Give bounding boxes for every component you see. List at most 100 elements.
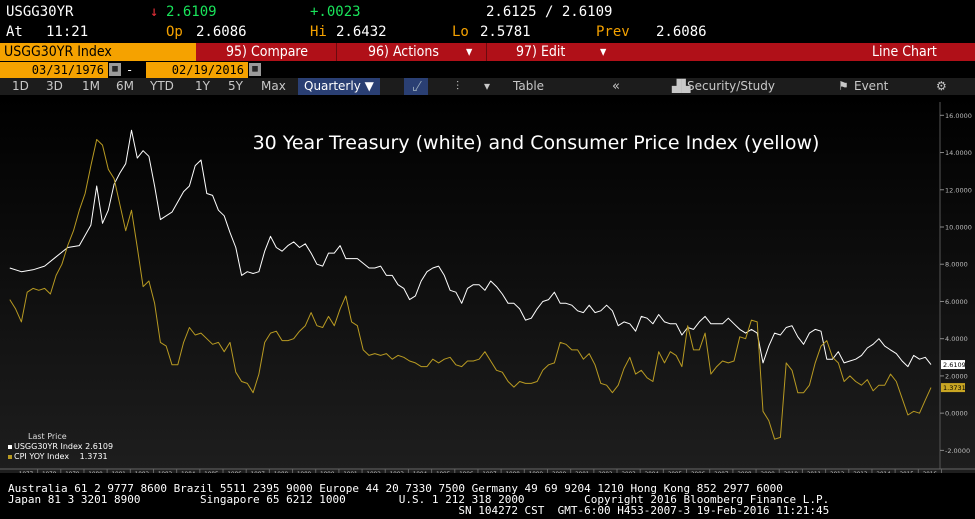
x-tick-label: 1988 [274,472,289,474]
x-tick-label: 1982 [135,472,149,474]
x-tick-label: 1996 [459,472,474,474]
x-tick-label: 1995 [436,472,451,474]
ticker-input[interactable]: USGG30YR Index [0,43,196,61]
footer-line-3: SN 104272 CST GMT-6:00 H453-2007-3 19-Fe… [8,504,830,517]
y-tick-label: 0.0000 [945,410,968,418]
flag-icon[interactable]: ⚑ [838,79,849,93]
x-tick-label: 1987 [251,472,266,474]
y-tick-label: 8.0000 [945,261,968,269]
open-label: Op [166,24,183,40]
actions-dropdown-icon[interactable]: ▾ [466,44,473,60]
x-tick-label: 1993 [390,472,405,474]
x-tick-label: 2007 [714,472,729,474]
edit-button[interactable]: 97) Edit [516,44,566,60]
prev-label: Prev [596,24,630,40]
open-value: 2.6086 [196,24,247,40]
legend-value: 2.6109 [85,442,114,451]
x-tick-label: 1981 [112,472,127,474]
range-1y[interactable]: 1Y [195,79,210,93]
start-date-field[interactable]: 03/31/1976 [0,62,108,78]
x-tick-label: 2000 [552,472,567,474]
x-tick-label: 1997 [482,472,497,474]
date-range-bar: 03/31/1976 ▦ - 02/19/2016 ▦ [0,62,975,78]
range-3d[interactable]: 3D [46,79,63,93]
chart-svg: -2.0000 0.0000 2.0000 4.0000 6.0000 8.0000 10.… [0,96,975,473]
period-dropdown[interactable]: Quarterly ▼ [298,78,380,95]
line-chart-icon[interactable]: ⌞⁄ [404,78,428,95]
down-arrow-icon: ↓ [150,4,159,20]
range-1d[interactable]: 1D [12,79,29,93]
x-tick-label: 1990 [320,472,335,474]
x-tick-label: 2006 [691,472,706,474]
x-tick-label: 2008 [737,472,752,474]
x-tick-label: 1984 [181,472,196,474]
legend-name: USGG30YR Index [14,442,83,451]
bar-style-icon[interactable]: ⫶ [456,79,460,93]
bid-ask: 2.6125 / 2.6109 [486,4,613,20]
last-value-tag [941,383,965,393]
x-tick-label: 2004 [645,472,660,474]
x-tick-label: 1977 [19,472,34,474]
legend-swatch [8,445,12,449]
x-tick-label: 2014 [876,472,891,474]
range-6m[interactable]: 6M [116,79,134,93]
x-tick-label: 2005 [668,472,683,474]
y-tick-label: 12.0000 [945,186,972,194]
compare-button[interactable]: 95) Compare [226,44,309,60]
x-tick-label: 2009 [761,472,776,474]
treasury-series-line [9,129,932,368]
last-value-labels: 2.6109 1.3731 [941,360,966,393]
actions-button[interactable]: 96) Actions [368,44,439,60]
chart-area: -2.0000 0.0000 2.0000 4.0000 6.0000 8.0000 10.… [0,96,975,473]
quote-row-2: At 11:21 Op 2.6086 Hi 2.6432 Lo 2.5781 P… [0,24,975,42]
chart-title: 30 Year Treasury (white) and Consumer Pr… [253,132,820,154]
range-1m[interactable]: 1M [82,79,100,93]
footer: Australia 61 2 9777 8600 Brazil 5511 239… [0,474,975,519]
x-tick-label: 2012 [830,472,844,474]
legend-entry-treasury: USGG30YR Index 2.6109 [8,442,113,452]
x-tick-label: 2011 [807,472,822,474]
last-value-text: 2.6109 [943,361,966,369]
series-group [9,129,932,440]
quote-row-1: USGG30YR ↓ 2.6109 +.0023 2.6125 / 2.6109 [0,4,975,22]
event-button[interactable]: Event [854,79,889,93]
calendar-icon[interactable]: ▦ [249,63,261,76]
range-5y[interactable]: 5Y [228,79,243,93]
range-max[interactable]: Max [261,79,286,93]
range-ytd[interactable]: YTD [150,79,174,93]
x-tick-label: 1983 [158,472,173,474]
end-date-field[interactable]: 02/19/2016 [146,62,248,78]
security-study-icon[interactable]: ▟▙ [672,79,691,93]
x-tick-label: 1992 [367,472,381,474]
high-label: Hi [310,24,327,40]
low-label: Lo [452,24,469,40]
high-value: 2.6432 [336,24,387,40]
separator [336,43,337,61]
footer-line-1: Australia 61 2 9777 8600 Brazil 5511 239… [8,482,783,495]
x-tick-label: 2001 [575,472,590,474]
time-value: 11:21 [46,24,89,40]
x-tick-label: 2015 [900,472,915,474]
x-tick-label: 1978 [42,472,57,474]
symbol-label: USGG30YR [6,4,74,20]
x-axis: 1977 1978 1979 1980 1981 1982 1983 1984 1985 1986… [0,468,975,474]
footer-line-2: Japan 81 3 3201 8900 Singapore 65 6212 1… [8,493,830,506]
chart-toolbar: 1D 3D 1M 6M YTD 1Y 5Y Max Quarterly ▼ ⌞⁄… [0,78,975,95]
table-button[interactable]: Table [513,79,545,93]
edit-dropdown-icon[interactable]: ▾ [600,44,607,60]
calendar-icon[interactable]: ▦ [109,63,121,76]
y-tick-label: 6.0000 [945,298,968,306]
y-tick-label: -2.0000 [945,447,970,455]
y-tick-label: 14.0000 [945,149,972,157]
low-value: 2.5781 [480,24,531,40]
x-tick-label: 1989 [297,472,312,474]
collapse-icon[interactable]: « [612,79,620,94]
chart-style-dropdown-icon[interactable]: ▾ [484,79,491,93]
separator [486,43,487,61]
y-tick-label: 16.0000 [945,112,972,120]
prev-value: 2.6086 [656,24,707,40]
time-label: At [6,24,23,40]
settings-gear-icon[interactable]: ⚙ [936,79,947,93]
security-study-button[interactable]: Security/Study [687,79,775,93]
x-tick-label: 1994 [413,472,428,474]
